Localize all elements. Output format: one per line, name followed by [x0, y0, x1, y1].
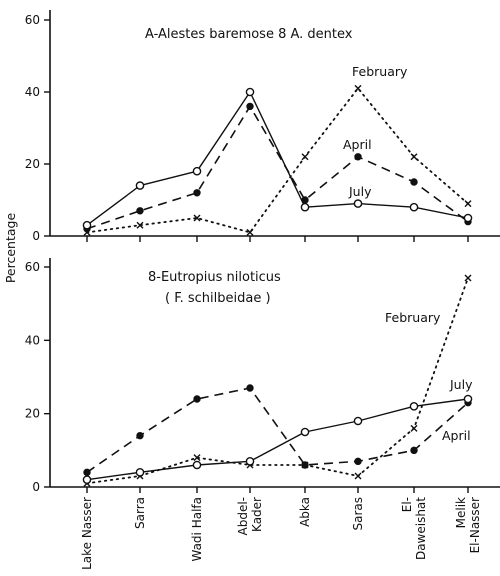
point-july	[192, 166, 202, 176]
y-tick-label: 40	[25, 85, 40, 99]
point-april	[193, 189, 201, 197]
point-april	[136, 207, 144, 215]
point-april	[136, 431, 144, 440]
point-april	[83, 468, 91, 477]
site-label-line: Melik	[454, 497, 468, 528]
point-april	[354, 153, 362, 161]
label-a-february: February	[352, 64, 408, 79]
point-july	[82, 220, 92, 230]
y-tick-label: 20	[25, 157, 40, 171]
point-july	[82, 475, 92, 484]
point-april	[354, 457, 362, 466]
site-label-line: Abdel-	[236, 497, 250, 536]
point-february	[193, 454, 201, 462]
site-label: Saras	[351, 497, 365, 531]
site-label-line: El-	[400, 497, 414, 512]
site-label-line: Lake Nasser	[80, 497, 94, 570]
site-label-line: Abka	[298, 497, 312, 527]
site-label: Wadi Halfa	[190, 497, 204, 562]
site-label-line: Kader	[250, 497, 264, 532]
point-july	[245, 457, 255, 466]
site-label: El-Daweishat	[400, 497, 428, 560]
y-tick-label: 60	[25, 13, 40, 27]
point-april	[193, 395, 201, 403]
point-july	[353, 416, 363, 426]
point-july	[463, 213, 473, 223]
site-label-line: Sarra	[133, 497, 147, 529]
point-april	[410, 178, 418, 186]
panel-b: 8-Eutropius niloticus ( F. schilbeidae )…	[25, 258, 500, 494]
label-b-april: April	[442, 428, 471, 443]
panel-b-subtitle: ( F. schilbeidae )	[165, 291, 271, 306]
point-july	[409, 202, 419, 212]
series-line-april	[86, 387, 469, 473]
point-july	[245, 87, 255, 97]
point-february	[464, 200, 472, 208]
site-label: Lake Nasser	[80, 497, 94, 570]
y-axis-label: Percentage	[3, 213, 18, 284]
site-label-line: Wadi Halfa	[190, 497, 204, 562]
point-july	[135, 468, 145, 477]
y-tick-label: 0	[32, 480, 40, 494]
point-july	[300, 427, 310, 437]
label-b-february: February	[385, 310, 441, 325]
series-line-april	[86, 105, 469, 230]
panel-b-title: 8-Eutropius niloticus	[148, 270, 281, 285]
series-line-july	[86, 91, 469, 226]
y-tick-label: 40	[25, 333, 40, 347]
point-february	[193, 214, 201, 222]
point-february	[354, 472, 362, 480]
point-july	[135, 181, 145, 190]
point-february	[354, 84, 362, 92]
point-july	[353, 199, 363, 208]
point-july	[192, 460, 202, 470]
site-label-line: El-Nasser	[468, 497, 482, 553]
series-line-february	[86, 87, 469, 234]
point-february	[410, 153, 418, 161]
point-april	[246, 102, 254, 111]
y-tick-label: 20	[25, 407, 40, 421]
site-label: Abdel-Kader	[236, 497, 264, 536]
point-july	[300, 202, 310, 212]
y-tick-label: 60	[25, 260, 40, 274]
panel-a: A-Alestes baremose 8 A. dentex 0 20 40 60	[25, 10, 500, 243]
panel-a-title: A-Alestes baremose 8 A. dentex	[145, 27, 353, 42]
y-tick-label: 0	[32, 229, 40, 243]
point-february	[464, 274, 472, 282]
label-a-april: April	[343, 137, 372, 152]
site-label-line: Daweishat	[414, 497, 428, 560]
series-line-february	[86, 277, 469, 485]
site-label: MelikEl-Nasser	[454, 497, 482, 553]
point-april	[410, 446, 418, 455]
point-july	[463, 394, 473, 404]
point-february	[410, 424, 418, 432]
point-april	[301, 461, 309, 469]
point-april	[246, 384, 254, 392]
point-february	[136, 221, 144, 229]
series-line-july	[86, 398, 469, 481]
point-july	[409, 402, 419, 411]
site-label: Sarra	[133, 497, 147, 529]
point-february	[301, 153, 309, 161]
label-a-july: July	[348, 184, 372, 199]
site-label-line: Saras	[351, 497, 365, 531]
label-b-july: July	[449, 377, 473, 392]
site-label: Abka	[298, 497, 312, 527]
point-february	[246, 228, 254, 236]
